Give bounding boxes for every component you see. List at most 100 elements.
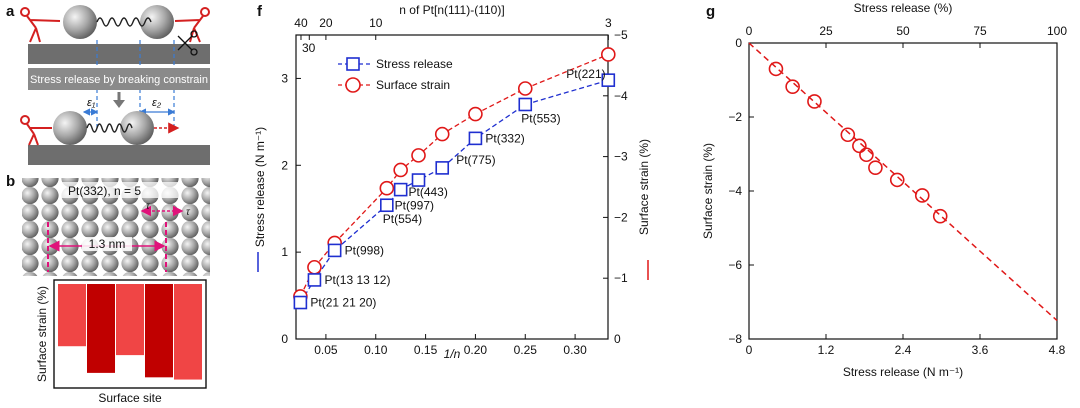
- f-x2tick-label: 40: [294, 16, 308, 30]
- f-point-label: Pt(554): [383, 212, 422, 226]
- f-point-label: Pt(221): [566, 67, 605, 81]
- f-xtick-label: 0.10: [364, 343, 388, 357]
- g-x2tick-label: 25: [819, 24, 833, 38]
- f-stress-point: [380, 198, 394, 213]
- atom-right-bottom: [120, 111, 154, 145]
- f-point-label: Pt(553): [521, 111, 560, 125]
- g-point: [768, 61, 784, 77]
- panel-f-ylabel: Stress release (N m⁻¹): [253, 127, 267, 247]
- legend-stress: Stress release: [376, 57, 453, 71]
- panel-f-axes: 0.05 0.10 0.15 0.20 0.25 0.3001230−1−2−3−4−54…: [281, 16, 628, 357]
- strain-bar-3: [116, 284, 144, 356]
- panel-f-frame: [295, 34, 609, 340]
- strain-bar-1: [58, 284, 86, 347]
- strain-bar-5: [174, 284, 202, 380]
- panel-f-markers: [293, 47, 616, 310]
- f-strain-point: [517, 81, 533, 96]
- tau-left: τ: [146, 201, 151, 212]
- atom-left-bottom: [53, 111, 87, 145]
- panel-g-x2label: Stress release (%): [854, 1, 953, 15]
- substrate-bottom: [28, 145, 210, 165]
- f-strain-point: [393, 162, 408, 178]
- substrate-top: [28, 44, 210, 64]
- banner-box: [28, 68, 210, 90]
- f-strain-point: [307, 259, 322, 275]
- g-point: [868, 160, 883, 175]
- panel-f-top-30: 30: [302, 41, 316, 55]
- scissors-icon: [177, 30, 198, 56]
- f-point-label: Pt(997): [395, 199, 434, 213]
- f-ytick-label: 1: [281, 245, 288, 259]
- g-point: [840, 127, 856, 143]
- f-y2tick-label: −3: [614, 150, 628, 164]
- surface-title: Pt(332), n = 5: [68, 184, 141, 198]
- epsilon-1: ε₁: [87, 97, 96, 109]
- f-ytick-label: 3: [281, 71, 288, 85]
- f-stress-point: [518, 97, 533, 112]
- f-y2tick-label: 0: [614, 332, 621, 346]
- panel-b-surface: Pt(332), n = 5 τ τ 1.3 nm: [22, 178, 210, 276]
- f-y2tick-label: −2: [614, 210, 628, 224]
- g-ytick-label: −2: [728, 110, 742, 124]
- panel-f-x2label: n of Pt[n(111)-(110)]: [399, 3, 504, 17]
- f-strain-point: [600, 47, 616, 62]
- panel-b-letter: b: [6, 173, 15, 190]
- g-xtick-label: 4.8: [1049, 343, 1066, 357]
- f-ytick-label: 2: [281, 158, 288, 172]
- f-ytick-label: 0: [281, 332, 288, 346]
- g-xtick-label: 0: [746, 343, 753, 357]
- figure-left-bottom: [20, 115, 52, 146]
- g-point: [852, 138, 867, 154]
- f-point-label: Pt(443): [409, 185, 448, 199]
- epsilon-2: ε₂: [152, 97, 162, 109]
- panel-f-curves: [299, 53, 609, 303]
- spring-bottom: [86, 123, 133, 133]
- f-stress-point: [327, 243, 342, 258]
- g-x2tick-label: 50: [896, 24, 910, 38]
- tau-right: τ: [186, 207, 191, 218]
- f-strain-line: [299, 53, 609, 297]
- g-x2tick-label: 100: [1047, 24, 1067, 38]
- legend-strain: Surface strain: [376, 78, 450, 92]
- panel-g-markers: [748, 42, 1058, 322]
- panel-a-schematic: Stress release by breaking constrain ε₁ …: [20, 5, 210, 165]
- panel-f-y2label: Surface strain (%): [637, 139, 651, 235]
- legend-circle-marker: [345, 77, 361, 93]
- banner-text: Stress release by breaking constrain: [30, 74, 208, 86]
- f-xtick-label: 0.25: [514, 343, 538, 357]
- f-y2tick-label: −4: [614, 89, 628, 103]
- panel-g-frame: [748, 42, 1058, 340]
- panel-f-letter: f: [257, 3, 263, 20]
- panel-g-ylabel: Surface strain (%): [701, 143, 715, 239]
- g-xtick-label: 1.2: [818, 343, 835, 357]
- f-xtick-label: 0.20: [464, 343, 488, 357]
- atom-right-top: [140, 5, 174, 39]
- figure-right-top: [174, 7, 210, 43]
- g-point: [807, 94, 822, 109]
- panel-b-ylabel: Surface strain (%): [35, 286, 49, 382]
- strain-bar-2: [87, 284, 115, 373]
- f-xtick-label: 0.05: [314, 343, 338, 357]
- f-stress-point: [601, 73, 616, 87]
- g-point: [914, 188, 930, 203]
- panel-g-letter: g: [706, 3, 715, 20]
- g-point: [785, 79, 800, 94]
- f-point-label: Pt(13 13 12): [324, 273, 390, 287]
- atom-left-top: [63, 5, 97, 39]
- f-stress-point: [411, 173, 426, 187]
- f-strain-point: [468, 106, 483, 122]
- f-y2tick-label: −1: [614, 271, 628, 285]
- g-ytick-label: −4: [728, 184, 742, 198]
- panel-a-letter: a: [6, 3, 15, 20]
- g-x2tick-label: 75: [973, 24, 987, 38]
- figure-left-top: [20, 7, 61, 43]
- f-stress-point: [468, 131, 483, 146]
- scale-label: 1.3 nm: [89, 237, 126, 251]
- panel-g-xlabel: Stress release (N m⁻¹): [843, 365, 963, 379]
- f-stress-point: [435, 161, 450, 175]
- f-point-label: Pt(998): [345, 243, 384, 257]
- f-strain-point: [411, 148, 426, 163]
- f-strain-point: [434, 126, 450, 142]
- g-point: [889, 172, 905, 188]
